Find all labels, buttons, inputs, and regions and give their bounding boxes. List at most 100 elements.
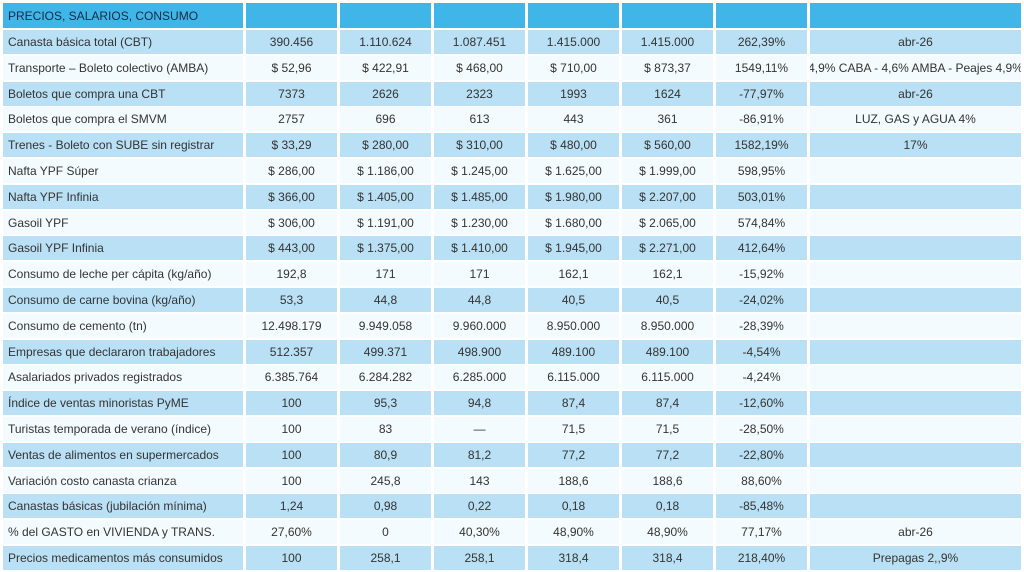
row-label: Boletos que compra una CBT	[3, 81, 243, 106]
value-cell: -4,24%	[716, 365, 807, 390]
value-cell: $ 1.191,00	[340, 210, 431, 235]
row-label: Empresas que declararon trabajadores	[3, 339, 243, 364]
value-cell: $ 1.945,00	[528, 236, 619, 261]
row-label: Transporte – Boleto colectivo (AMBA)	[3, 55, 243, 80]
value-cell: $ 1.186,00	[340, 159, 431, 183]
value-cell: $ 310,00	[434, 133, 525, 158]
header-cell	[246, 3, 337, 28]
value-cell: 0,18	[528, 494, 619, 519]
note-cell	[810, 494, 1021, 519]
value-cell: 171	[340, 262, 431, 287]
value-cell: 188,6	[622, 468, 713, 493]
value-cell: 40,5	[528, 288, 619, 312]
value-cell: 9.960.000	[434, 313, 525, 338]
value-cell: 0,22	[434, 494, 525, 519]
row-label: Consumo de cemento (tn)	[3, 313, 243, 338]
value-cell: 48,90%	[622, 520, 713, 545]
note-cell: LUZ, GAS y AGUA 4%	[810, 107, 1021, 132]
value-cell: 512.357	[246, 339, 337, 364]
value-cell: 7373	[246, 81, 337, 106]
value-cell: 188,6	[528, 468, 619, 493]
value-cell: 412,64%	[716, 236, 807, 261]
value-cell: 6.285.000	[434, 365, 525, 390]
value-cell: 94,8	[434, 391, 525, 416]
value-cell: 489.100	[622, 339, 713, 364]
value-cell: $ 52,96	[246, 55, 337, 80]
value-cell: $ 2.065,00	[622, 210, 713, 235]
row-label: Trenes - Boleto con SUBE sin registrar	[3, 133, 243, 158]
note-cell	[810, 339, 1021, 364]
row-label: % del GASTO en VIVIENDA y TRANS.	[3, 520, 243, 545]
value-cell: 6.115.000	[528, 365, 619, 390]
value-cell: 100	[246, 546, 337, 570]
value-cell: $ 422,91	[340, 55, 431, 80]
note-cell: abr-26	[810, 81, 1021, 106]
note-cell: abr-26	[810, 520, 1021, 545]
value-cell: $ 560,00	[622, 133, 713, 158]
note-cell: 17%	[810, 133, 1021, 158]
value-cell: -12,60%	[716, 391, 807, 416]
row-label: Consumo de carne bovina (kg/año)	[3, 288, 243, 312]
value-cell: 77,17%	[716, 520, 807, 545]
row-label: Gasoil YPF	[3, 210, 243, 235]
row-label: Consumo de leche per cápita (kg/año)	[3, 262, 243, 287]
note-cell	[810, 288, 1021, 312]
value-cell: 318,4	[528, 546, 619, 570]
value-cell: 498.900	[434, 339, 525, 364]
value-cell: 1.415.000	[622, 30, 713, 54]
value-cell: 83	[340, 417, 431, 441]
value-cell: $ 286,00	[246, 159, 337, 183]
value-cell: 1582,19%	[716, 133, 807, 158]
note-cell	[810, 236, 1021, 261]
value-cell: 95,3	[340, 391, 431, 416]
value-cell: 9.949.058	[340, 313, 431, 338]
value-cell: $ 366,00	[246, 184, 337, 209]
header-cell	[622, 3, 713, 28]
value-cell: 499.371	[340, 339, 431, 364]
value-cell: 2323	[434, 81, 525, 106]
value-cell: 48,90%	[528, 520, 619, 545]
row-label: Precios medicamentos más consumidos	[3, 546, 243, 570]
value-cell: 40,30%	[434, 520, 525, 545]
row-label: Asalariados privados registrados	[3, 365, 243, 390]
value-cell: 53,3	[246, 288, 337, 312]
value-cell: 100	[246, 468, 337, 493]
value-cell: 143	[434, 468, 525, 493]
value-cell: 489.100	[528, 339, 619, 364]
note-cell	[810, 184, 1021, 209]
value-cell: -77,97%	[716, 81, 807, 106]
value-cell: 40,5	[622, 288, 713, 312]
value-cell: $ 480,00	[528, 133, 619, 158]
value-cell: $ 710,00	[528, 55, 619, 80]
value-cell: 2757	[246, 107, 337, 132]
row-label: Variación costo canasta crianza	[3, 468, 243, 493]
value-cell: -24,02%	[716, 288, 807, 312]
value-cell: $ 1.245,00	[434, 159, 525, 183]
value-cell: 44,8	[434, 288, 525, 312]
header-cell	[340, 3, 431, 28]
value-cell: $ 1.980,00	[528, 184, 619, 209]
value-cell: 2626	[340, 81, 431, 106]
value-cell: $ 1.485,00	[434, 184, 525, 209]
value-cell: $ 33,29	[246, 133, 337, 158]
note-cell	[810, 365, 1021, 390]
value-cell: 71,5	[528, 417, 619, 441]
value-cell: 361	[622, 107, 713, 132]
value-cell: 87,4	[528, 391, 619, 416]
value-cell: $ 1.625,00	[528, 159, 619, 183]
note-cell	[810, 210, 1021, 235]
value-cell: 44,8	[340, 288, 431, 312]
value-cell: 696	[340, 107, 431, 132]
header-title: PRECIOS, SALARIOS, CONSUMO	[3, 3, 243, 28]
value-cell: 443	[528, 107, 619, 132]
row-label: Nafta YPF Infinia	[3, 184, 243, 209]
row-label: Gasoil YPF Infinia	[3, 236, 243, 261]
value-cell: $ 468,00	[434, 55, 525, 80]
value-cell: 27,60%	[246, 520, 337, 545]
value-cell: 0	[340, 520, 431, 545]
value-cell: $ 443,00	[246, 236, 337, 261]
value-cell: $ 1.405,00	[340, 184, 431, 209]
value-cell: —	[434, 417, 525, 441]
header-cell	[810, 3, 1021, 28]
